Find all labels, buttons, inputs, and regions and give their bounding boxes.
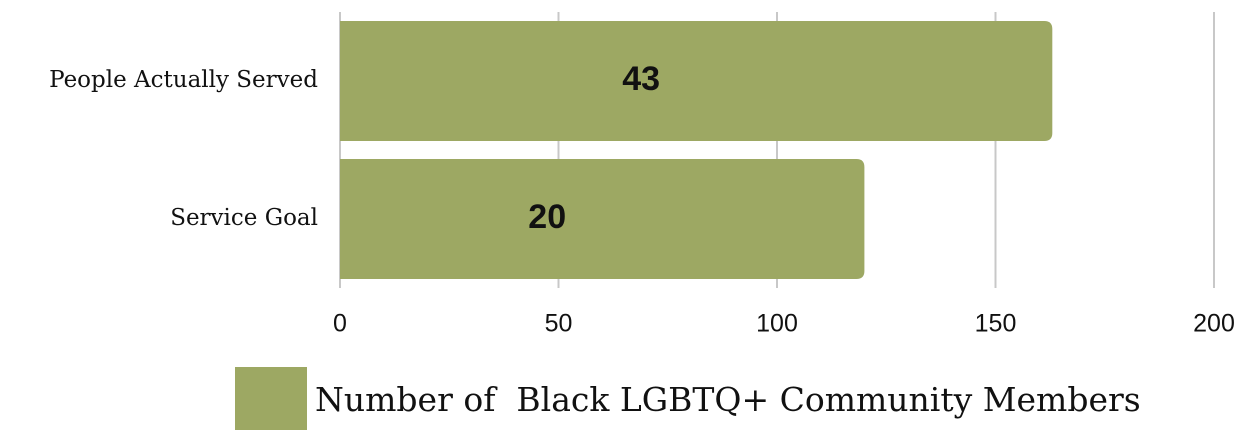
bar-annotation: 20 (528, 198, 566, 236)
y-tick-label: People Actually Served (49, 67, 318, 93)
x-tick-label: 50 (545, 310, 573, 338)
bar (340, 20, 1053, 142)
x-tick-label: 200 (1193, 310, 1235, 338)
y-tick-label: Service Goal (170, 205, 318, 231)
x-tick-label: 150 (975, 310, 1017, 338)
bar-annotation: 43 (622, 60, 660, 98)
bar (340, 158, 865, 280)
legend-label: Number of Black LGBTQ+ Community Members (315, 380, 1141, 419)
legend-swatch (235, 367, 307, 430)
x-tick-label: 100 (756, 310, 798, 338)
x-tick-label: 0 (333, 310, 347, 338)
